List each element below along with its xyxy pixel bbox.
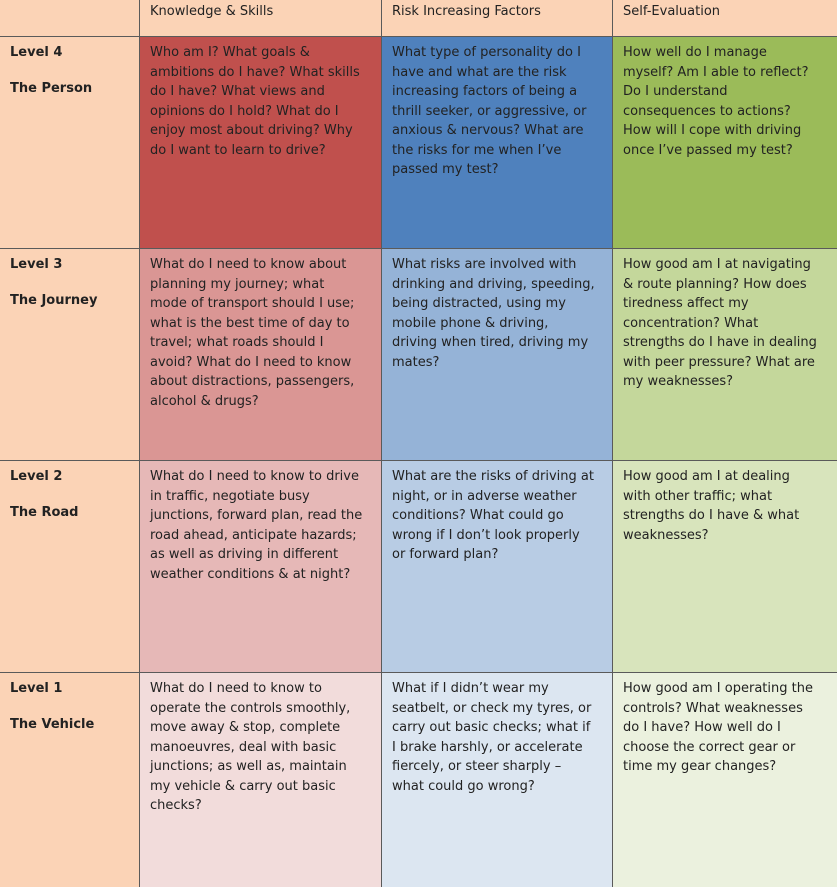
level-label: Level 1 [10,681,63,696]
level-label: Level 3 [10,257,63,272]
level-name: The Person [10,80,93,96]
column-header: Risk Increasing Factors [382,0,612,36]
level-cell: Level 1 The Vehicle [0,673,139,887]
level-label: Level 2 [10,469,63,484]
table-cell: What do I need to know about planning my… [140,249,381,460]
corner-cell [0,0,139,36]
level-label: Level 4 [10,45,63,60]
table-cell: What if I didn’t wear my seatbelt, or ch… [382,673,612,887]
level-name: The Road [10,504,79,520]
level-cell: Level 2 The Road [0,461,139,672]
table-cell: Who am I? What goals & ambitions do I ha… [140,37,381,248]
table-cell: What risks are involved with drinking an… [382,249,612,460]
column-header: Self-Evaluation [613,0,837,36]
level-name: The Vehicle [10,716,95,732]
table-cell: How good am I at navigating & route plan… [613,249,837,460]
level-cell: Level 3 The Journey [0,249,139,460]
table-cell: How well do I manage myself? Am I able t… [613,37,837,248]
table-cell: What do I need to know to drive in traff… [140,461,381,672]
level-cell: Level 4 The Person [0,37,139,248]
level-name: The Journey [10,292,98,308]
table-cell: What type of personality do I have and w… [382,37,612,248]
table-cell: What do I need to know to operate the co… [140,673,381,887]
column-header: Knowledge & Skills [140,0,381,36]
table-cell: What are the risks of driving at night, … [382,461,612,672]
table-cell: How good am I operating the controls? Wh… [613,673,837,887]
table-cell: How good am I at dealing with other traf… [613,461,837,672]
